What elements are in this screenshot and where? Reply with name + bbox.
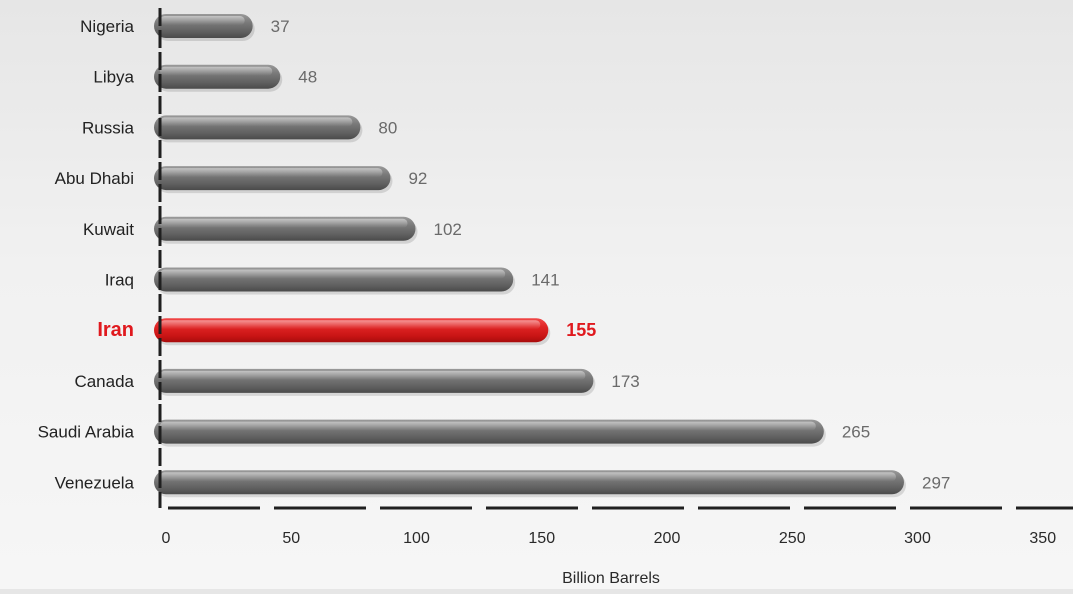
x-tick-label: 250 [779,530,806,547]
bar-shine [160,269,506,279]
bar-shine [160,117,353,127]
category-label: Abu Dhabi [55,169,134,188]
bar-shine [160,168,383,178]
category-label: Venezuela [55,473,135,492]
category-label: Russia [82,118,135,137]
value-label: 37 [271,17,290,36]
bar-shine [160,370,586,381]
value-label: 265 [842,423,870,442]
category-label: Libya [93,68,134,87]
value-label: 92 [408,169,427,188]
value-label: 297 [922,473,950,492]
x-tick-label: 300 [904,530,931,547]
x-axis-title: Billion Barrels [562,570,660,587]
category-label: Saudi Arabia [38,423,135,442]
category-label: Iraq [105,271,134,290]
category-label: Kuwait [83,220,134,239]
value-label: 141 [531,271,559,290]
value-label: 48 [298,68,317,87]
bar-shine [160,66,273,76]
labels-layer: 0 50 100 150 200 250 300 350 Nigeria 37 Libya 48 Rus… [38,17,1057,547]
category-label: Nigeria [80,17,134,36]
bar-shine [160,421,816,431]
x-tick-label: 350 [1029,530,1056,547]
x-tick-label: 150 [528,530,555,547]
x-tick-label: 0 [162,530,171,547]
bar-shine [160,16,245,26]
bars-layer [154,14,906,498]
x-tick-label: 100 [403,530,430,547]
bar-shine [160,472,896,482]
axis-layer [158,8,1073,510]
x-tick-label: 200 [654,530,681,547]
x-tick-label: 50 [282,530,300,547]
category-label: Iran [97,319,134,341]
value-label: 102 [434,220,462,239]
bar-shine [160,320,541,330]
bar-shine [160,218,408,228]
value-label: 173 [611,372,639,391]
value-label: 155 [566,320,596,340]
category-label: Canada [74,372,134,391]
value-label: 80 [378,118,397,137]
